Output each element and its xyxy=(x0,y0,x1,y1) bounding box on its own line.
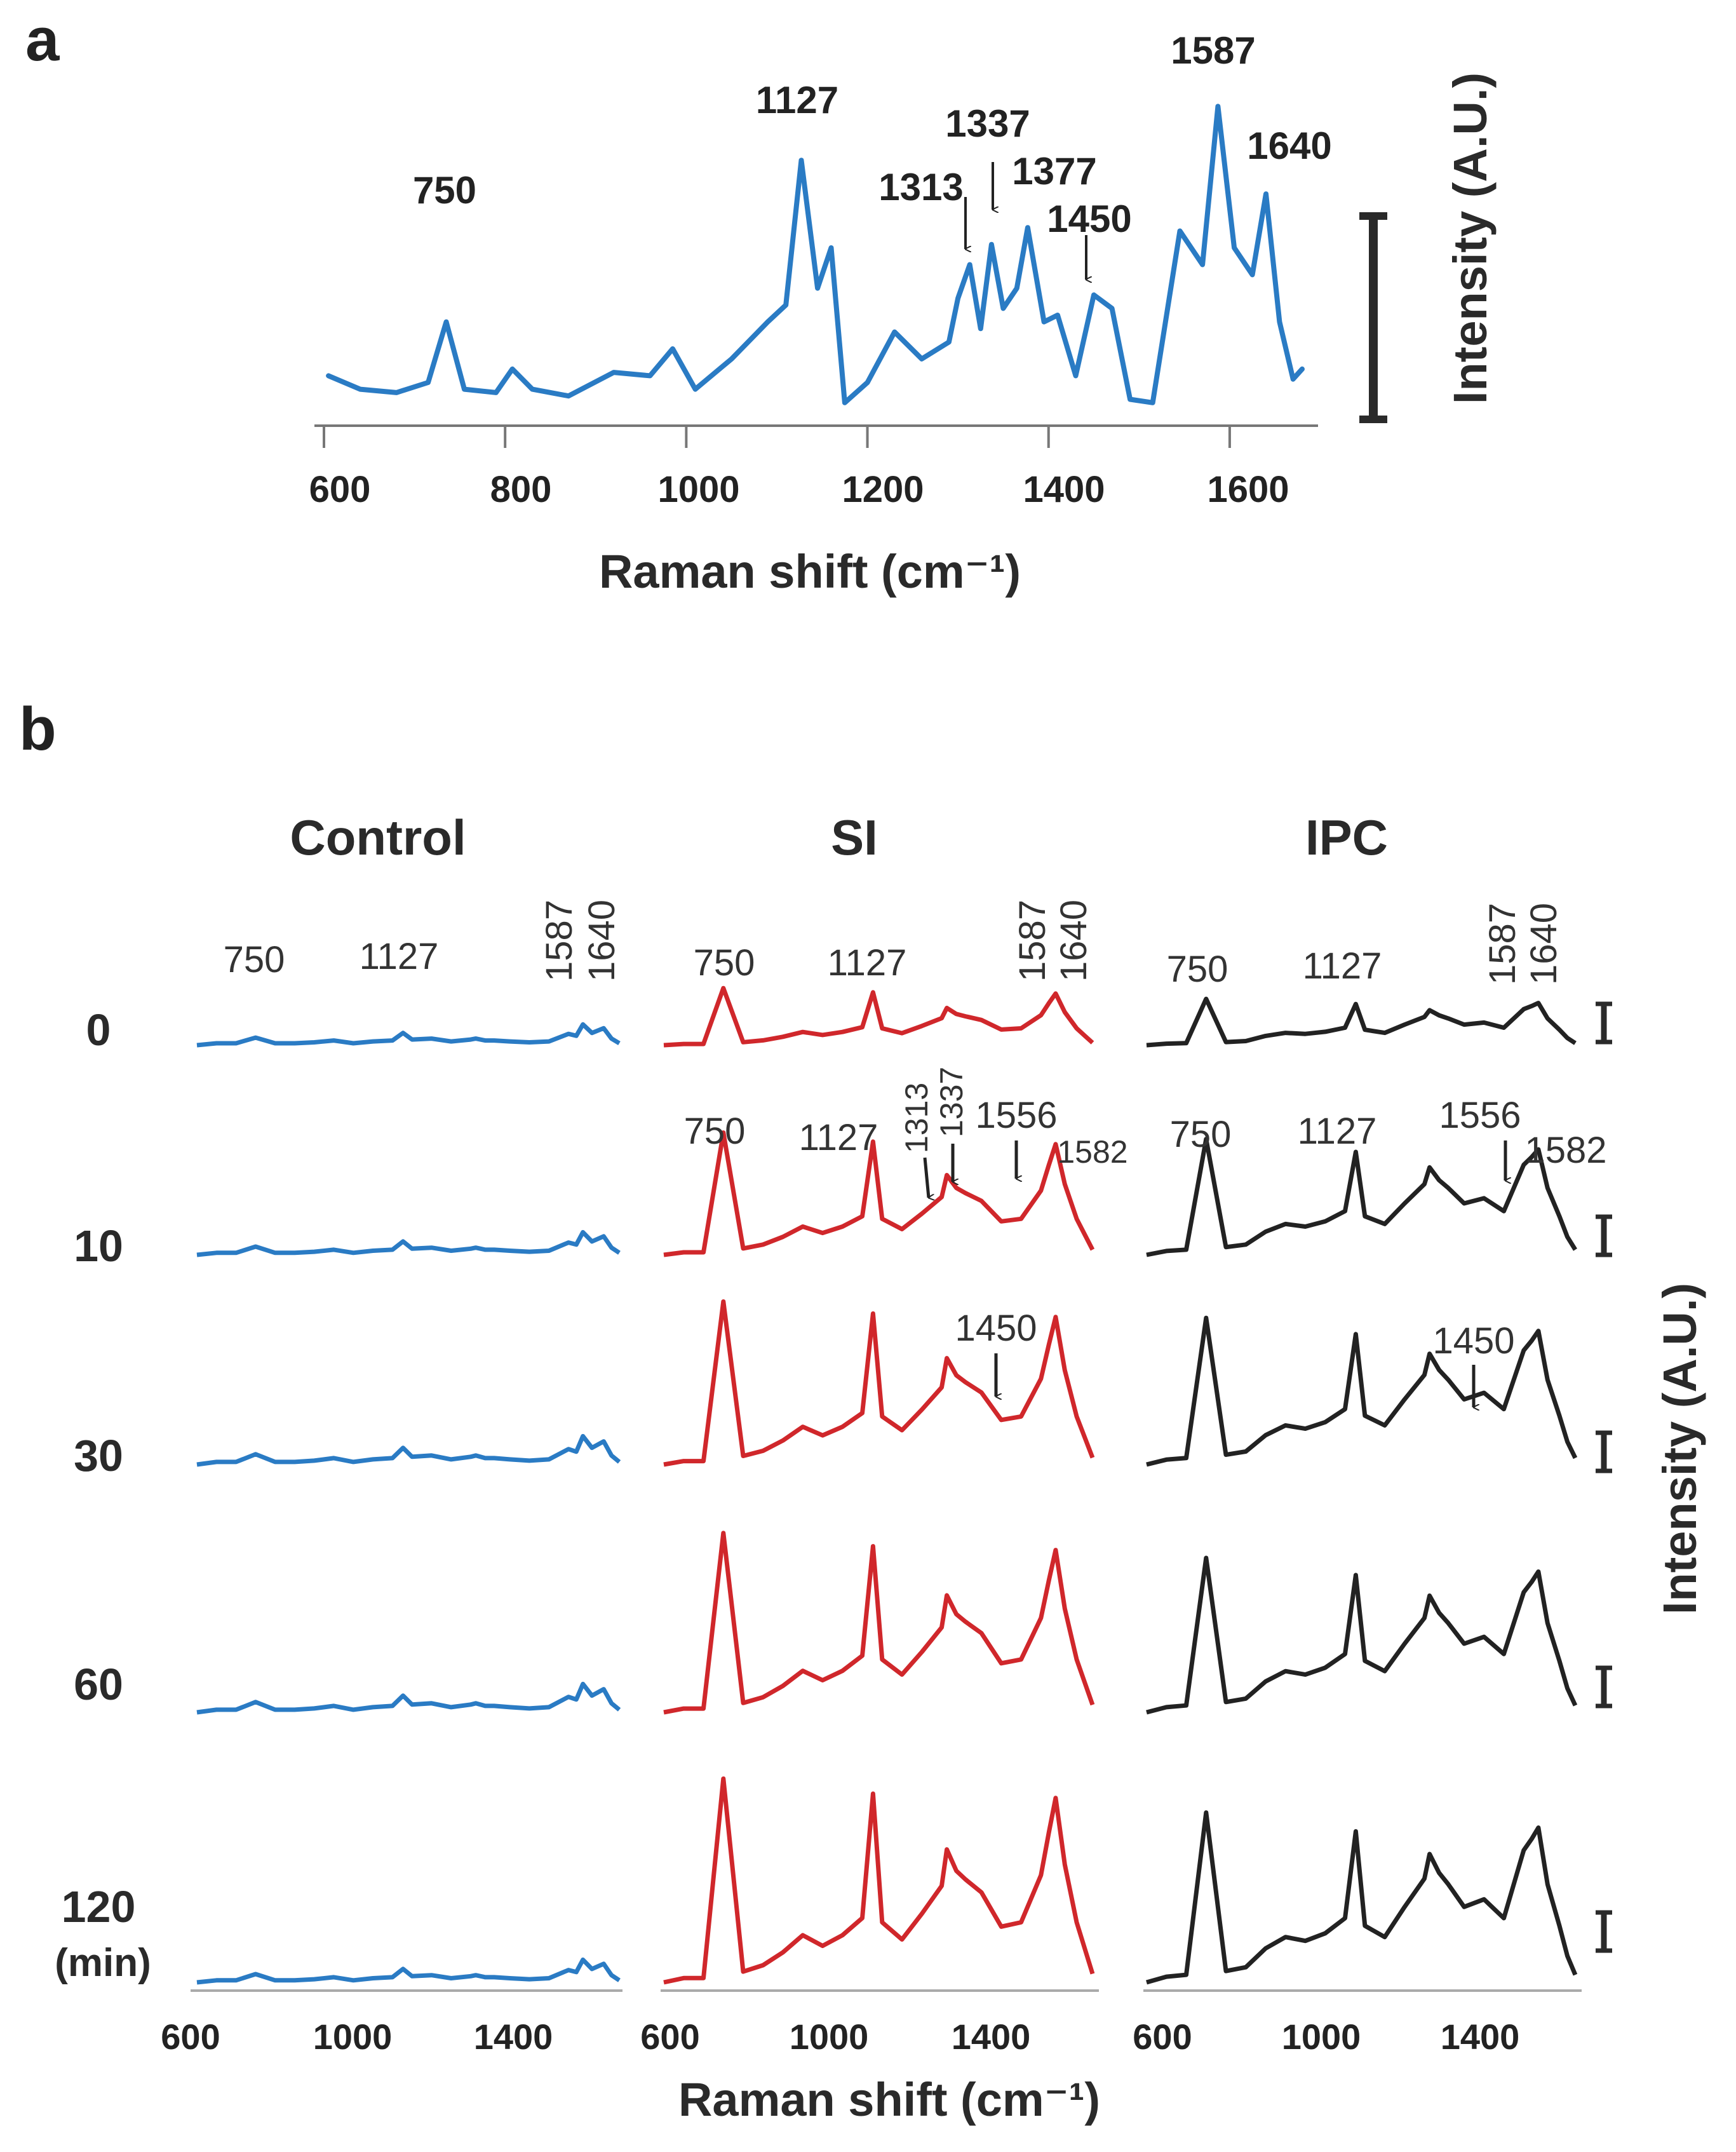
panel-b-spectra xyxy=(196,985,1578,1985)
scale-bar-0min xyxy=(1596,1001,1612,1045)
si-30-label-1450: 1450 xyxy=(955,1308,1037,1349)
si-10-label-750: 750 xyxy=(684,1111,746,1152)
ipc-0-label-1640: 1640 xyxy=(1523,903,1564,985)
time-label-60: 60 xyxy=(74,1660,123,1709)
control-spectrum-0min xyxy=(196,1022,621,1048)
ipc-spectrum-60min xyxy=(1146,1555,1578,1715)
ipc-0-label-1587: 1587 xyxy=(1482,903,1523,985)
time-label-120: 120 xyxy=(62,1882,136,1932)
ipc-30-label-1450: 1450 xyxy=(1432,1320,1514,1362)
si-x-tick-1400: 1400 xyxy=(952,2017,1031,2057)
ipc-10-label-1127: 1127 xyxy=(1298,1111,1377,1152)
scale-bar-120min xyxy=(1596,1910,1612,1953)
peak-label-1127: 1127 xyxy=(756,79,838,121)
scale-bar-10min xyxy=(1596,1214,1612,1257)
si-0-label-1587: 1587 xyxy=(1012,900,1053,982)
x-tick-1000: 1000 xyxy=(657,469,739,510)
control-spectrum-60min xyxy=(196,1681,621,1715)
panel-b-y-axis-title: Intensity (A.U.) xyxy=(1653,1283,1706,1614)
ipc-spectrum-0min xyxy=(1146,996,1577,1048)
si-10-label-1582: 1582 xyxy=(1057,1134,1127,1170)
si-spectrum-10min xyxy=(663,1130,1095,1257)
si-0-label-750: 750 xyxy=(694,942,755,984)
si-0-label-1127: 1127 xyxy=(828,942,907,984)
panel-a: a 600 800 1000 1200 1400 1600 Raman shif… xyxy=(25,6,1497,598)
time-label-10: 10 xyxy=(74,1221,123,1271)
x-tick-600: 600 xyxy=(309,469,371,510)
si-10-label-1337: 1337 xyxy=(934,1067,969,1137)
ipc-x-tick-1000: 1000 xyxy=(1282,2017,1361,2057)
column-title-ipc: IPC xyxy=(1305,809,1388,865)
si-spectrum-0min xyxy=(663,985,1094,1048)
panel-a-letter: a xyxy=(25,6,60,74)
peak-label-750: 750 xyxy=(413,169,476,212)
peak-label-1640: 1640 xyxy=(1247,125,1331,167)
ipc-spectrum-10min xyxy=(1146,1137,1577,1257)
x-tick-1200: 1200 xyxy=(842,469,924,510)
scale-bar-30min xyxy=(1596,1430,1612,1473)
ipc-spectrum-30min xyxy=(1146,1315,1578,1467)
control-0-label-1640: 1640 xyxy=(581,900,622,982)
si-spectrum-60min xyxy=(663,1531,1095,1715)
si-spectrum-120min xyxy=(663,1776,1095,1985)
panel-a-y-axis-title: Intensity (A.U.) xyxy=(1444,72,1497,404)
control-spectrum-30min xyxy=(196,1433,621,1467)
panel-a-scale-bar xyxy=(1359,212,1387,423)
x-tick-1400: 1400 xyxy=(1023,469,1105,510)
peak-label-1450: 1450 xyxy=(1047,198,1131,240)
ipc-x-tick-1400: 1400 xyxy=(1441,2017,1520,2057)
control-x-tick-600: 600 xyxy=(161,2017,220,2057)
si-10-arrow-1313 xyxy=(923,1157,929,1198)
ipc-10-label-1556: 1556 xyxy=(1439,1095,1521,1136)
si-spectrum-30min xyxy=(663,1299,1095,1467)
ipc-0-label-750: 750 xyxy=(1167,949,1228,990)
time-unit-label: (min) xyxy=(55,1941,151,1985)
peak-label-1377: 1377 xyxy=(1012,150,1096,193)
panel-b-letter: b xyxy=(19,695,57,763)
column-title-control: Control xyxy=(290,809,466,865)
scale-bar-60min xyxy=(1596,1665,1612,1709)
x-tick-1600: 1600 xyxy=(1207,469,1289,510)
control-x-tick-1400: 1400 xyxy=(474,2017,553,2057)
peak-label-1313: 1313 xyxy=(878,166,963,208)
ipc-10-label-750: 750 xyxy=(1170,1114,1232,1155)
x-tick-800: 800 xyxy=(490,469,552,510)
panel-a-x-axis-title: Raman shift (cm⁻¹) xyxy=(599,545,1021,598)
panel-b-x-axis-title: Raman shift (cm⁻¹) xyxy=(678,2073,1100,2126)
ipc-x-tick-600: 600 xyxy=(1133,2017,1192,2057)
control-0-label-1127: 1127 xyxy=(360,936,439,977)
column-title-si: SI xyxy=(831,809,878,865)
peak-label-1587: 1587 xyxy=(1171,29,1255,72)
ipc-0-label-1127: 1127 xyxy=(1303,945,1382,987)
control-spectrum-120min xyxy=(196,1957,621,1985)
panel-a-x-ticks xyxy=(323,426,1231,448)
si-10-label-1127: 1127 xyxy=(799,1117,878,1158)
si-10-label-1556: 1556 xyxy=(975,1095,1057,1136)
si-10-label-1313: 1313 xyxy=(899,1083,934,1153)
time-label-0: 0 xyxy=(86,1005,111,1055)
panel-b: b Control SI IPC 0 10 30 60 120 (min) 60… xyxy=(19,695,1706,2126)
time-label-30: 30 xyxy=(74,1431,123,1480)
control-0-label-750: 750 xyxy=(224,939,285,980)
peak-label-1337: 1337 xyxy=(945,102,1030,145)
ipc-spectrum-120min xyxy=(1146,1810,1578,1985)
si-x-tick-1000: 1000 xyxy=(790,2017,869,2057)
ipc-10-label-1582: 1582 xyxy=(1524,1130,1606,1171)
control-0-label-1587: 1587 xyxy=(539,900,580,982)
panel-a-spectrum-line xyxy=(326,104,1305,405)
si-x-tick-600: 600 xyxy=(640,2017,699,2057)
si-0-label-1640: 1640 xyxy=(1053,900,1094,982)
panel-b-scale-bars xyxy=(1596,1001,1612,1953)
control-x-tick-1000: 1000 xyxy=(313,2017,393,2057)
control-spectrum-10min xyxy=(196,1229,621,1257)
